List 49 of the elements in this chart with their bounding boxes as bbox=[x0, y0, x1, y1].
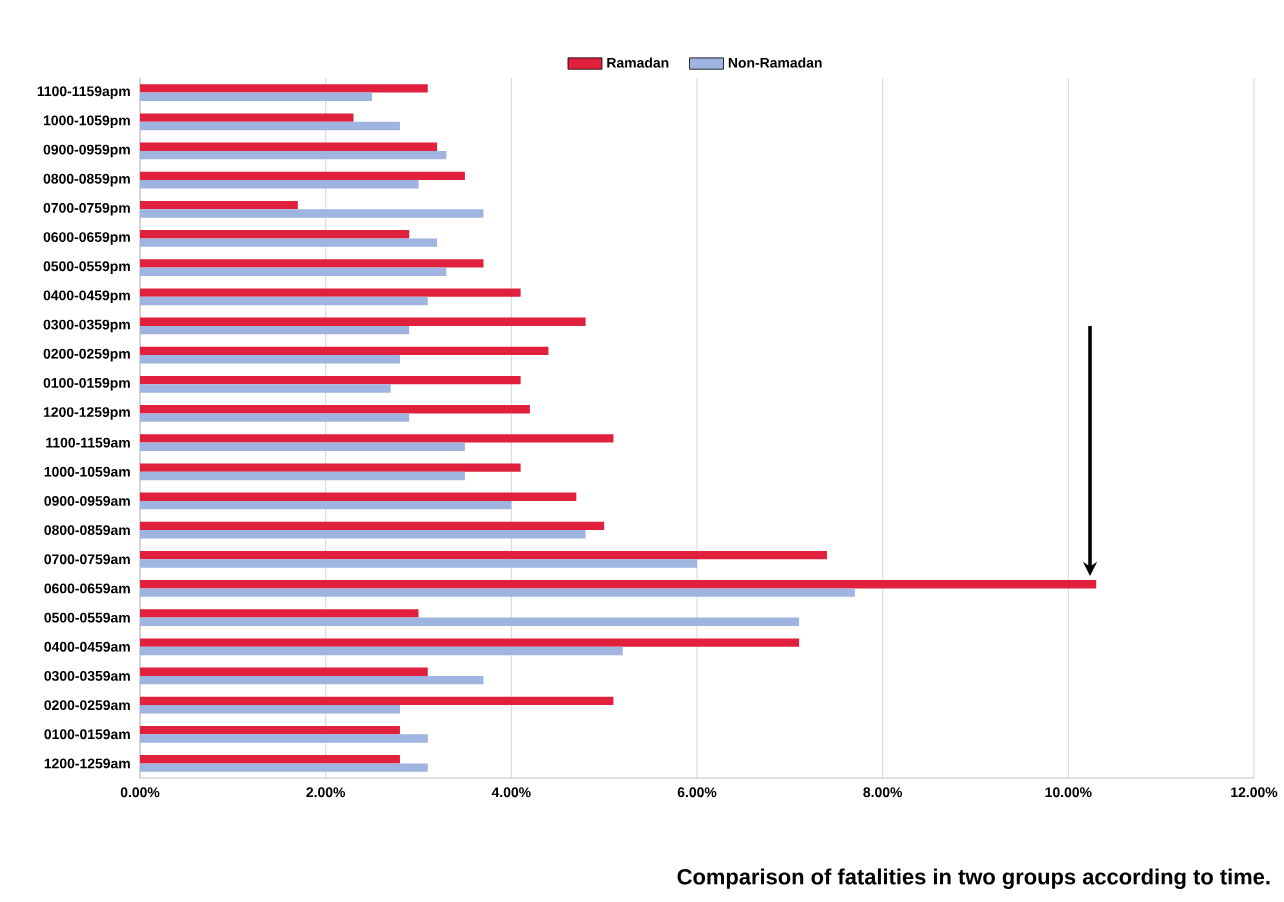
text: Comparison of fatalities in two groups according to time. bbox=[677, 868, 1270, 889]
bar bbox=[140, 180, 419, 189]
bar bbox=[140, 734, 428, 743]
bar bbox=[140, 609, 419, 618]
bar bbox=[140, 288, 521, 297]
bar bbox=[140, 588, 855, 597]
bar bbox=[140, 113, 354, 122]
bar bbox=[140, 471, 465, 481]
bar bbox=[140, 492, 577, 501]
bar bbox=[140, 530, 586, 539]
bar bbox=[140, 121, 400, 131]
bar bbox=[140, 725, 400, 735]
bar bbox=[140, 142, 438, 151]
bar bbox=[140, 296, 428, 306]
bar bbox=[140, 559, 698, 568]
bar bbox=[140, 413, 410, 422]
bar bbox=[140, 259, 484, 268]
bar bbox=[140, 325, 410, 335]
bar bbox=[140, 171, 465, 181]
bar bbox=[140, 580, 1097, 589]
bar bbox=[140, 646, 623, 656]
bar bbox=[140, 675, 484, 685]
bar bbox=[140, 521, 605, 531]
bar bbox=[140, 638, 800, 647]
bar bbox=[140, 705, 400, 714]
bar bbox=[140, 550, 827, 560]
bar bbox=[140, 755, 400, 764]
bar bbox=[140, 355, 400, 364]
bar bbox=[140, 463, 521, 472]
bar bbox=[140, 617, 800, 626]
bar bbox=[140, 346, 549, 356]
bar bbox=[140, 209, 484, 218]
bar bbox=[140, 405, 530, 414]
bar bbox=[140, 238, 438, 247]
bar bbox=[140, 442, 465, 451]
bar bbox=[140, 150, 447, 160]
bar bbox=[140, 92, 373, 101]
bar bbox=[140, 500, 512, 510]
bar bbox=[140, 667, 428, 676]
bar bbox=[140, 84, 428, 93]
bar bbox=[140, 763, 428, 772]
bar bbox=[140, 200, 298, 210]
bar bbox=[140, 230, 410, 239]
bar bbox=[140, 375, 521, 385]
bar bbox=[140, 384, 391, 393]
bar bbox=[140, 696, 614, 706]
bar bbox=[140, 267, 447, 276]
bar bbox=[140, 434, 614, 443]
bar bbox=[140, 317, 586, 326]
